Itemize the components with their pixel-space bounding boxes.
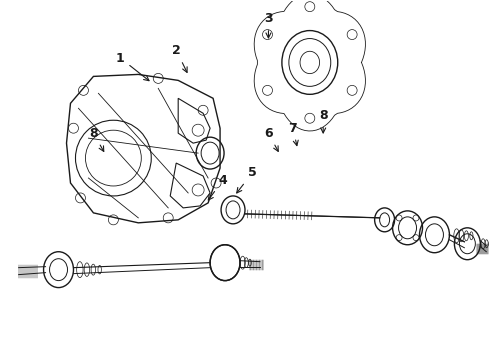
Text: 4: 4 [208,174,227,200]
Text: 7: 7 [289,122,298,145]
Text: 2: 2 [172,44,187,72]
Text: 6: 6 [264,127,278,151]
Text: 3: 3 [264,12,273,38]
Text: 8: 8 [89,127,104,152]
Text: 1: 1 [116,51,149,81]
Text: 5: 5 [237,166,257,193]
Text: 8: 8 [319,109,327,133]
